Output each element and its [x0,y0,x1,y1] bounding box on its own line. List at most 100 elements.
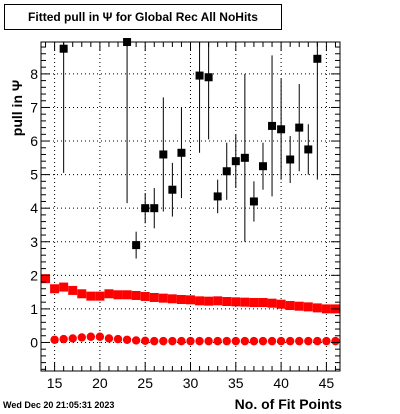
data-point-square [149,292,159,302]
y-tick-label: 1 [30,301,38,317]
data-point-square [167,294,177,304]
y-tick-label: 8 [30,66,38,82]
x-tick-label: 35 [228,375,244,391]
data-point-square [249,298,259,308]
data-point-circle [140,336,150,345]
data-point-square [195,71,204,80]
data-point-circle [267,336,277,346]
data-point-square [204,296,214,306]
data-point-square [177,148,186,157]
data-point-square [268,121,277,130]
data-point-circle [104,334,114,343]
data-point-square [258,162,267,171]
data-point-circle [50,335,59,344]
data-point-square [68,285,78,295]
x-axis-label: No. of Fit Points [234,396,342,412]
data-point-square [204,73,213,82]
data-point-square [50,284,60,294]
data-point-circle [313,336,322,346]
data-point-square [240,297,250,307]
y-tick-label: 6 [30,133,38,149]
data-point-circle [249,336,259,346]
y-tick-label: 3 [30,234,38,250]
data-point-square [222,167,231,176]
timestamp: Wed Dec 20 21:05:31 2023 [3,400,115,410]
data-point-square [285,301,295,311]
data-point-square [195,296,205,306]
data-point-circle [258,336,268,346]
x-tick-label: 30 [183,375,199,391]
data-point-circle [285,336,295,346]
data-point-square [276,299,286,309]
data-point-circle [222,336,231,346]
data-point-square [213,192,222,201]
data-markers [41,38,340,346]
x-tick-label: 20 [92,375,108,391]
data-point-circle [77,333,86,342]
data-point-square [168,185,177,194]
data-point-circle [150,336,159,346]
data-point-circle [322,336,331,346]
data-point-square [240,153,249,162]
y-tick-label: 0 [30,334,38,350]
data-point-circle [95,332,105,341]
y-tick-label: 5 [30,167,38,183]
data-point-square [95,291,105,301]
data-point-circle [231,336,241,346]
y-tick-label: 7 [30,99,38,115]
data-point-circle [68,334,77,343]
data-point-square [186,295,195,305]
data-point-square [131,290,141,300]
data-point-square [321,304,331,314]
data-point-square [213,296,223,306]
data-point-square [312,303,322,313]
data-point-square [258,298,268,308]
data-point-square [59,282,69,292]
data-point-square [303,302,313,312]
data-point-square [277,125,286,134]
data-point-square [132,241,141,250]
data-point-square [113,290,123,300]
data-point-circle [240,336,250,346]
data-point-circle [304,336,313,346]
data-point-square [176,294,186,304]
data-point-circle [295,336,304,346]
data-point-square [122,290,132,300]
data-point-square [231,157,240,166]
data-point-circle [204,336,213,346]
data-point-circle [59,334,68,344]
data-point-square [267,298,277,308]
chart-title: Fitted pull in Ψ for Global Rec All NoHi… [4,4,282,30]
data-point-circle [195,336,204,346]
data-point-square [313,54,322,63]
data-point-circle [331,336,340,346]
data-point-circle [186,336,195,346]
y-tick-label: 4 [30,200,38,216]
x-tick-label: 25 [137,375,153,391]
data-point-square [59,44,68,53]
data-point-square [249,197,258,206]
data-point-square [222,297,232,307]
data-point-square [140,291,150,301]
grid [41,42,340,371]
data-point-circle [86,332,96,341]
data-point-circle [213,336,222,346]
x-tick-label: 40 [273,375,289,391]
data-point-square [104,289,114,299]
data-point-square [41,274,51,284]
data-point-square [141,204,150,213]
data-point-circle [168,336,177,346]
data-point-square [294,301,304,311]
data-point-square [150,204,159,213]
x-tick-label: 15 [47,375,63,391]
data-point-circle [276,336,286,346]
x-tick-label: 45 [319,375,335,391]
data-point-square [159,150,168,159]
data-point-square [158,293,168,303]
data-point-circle [131,336,141,345]
data-point-square [231,297,241,307]
data-point-square [86,291,96,301]
data-point-square [295,123,304,132]
